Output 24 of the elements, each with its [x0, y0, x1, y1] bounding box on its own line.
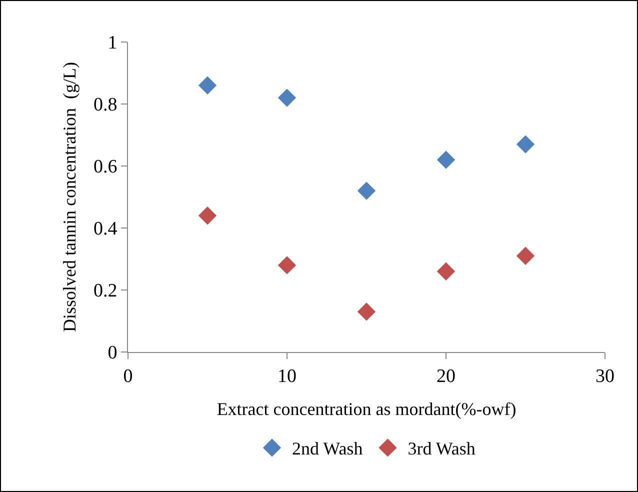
- y-tick-label: 0.6: [93, 156, 118, 178]
- x-tick-label: 30: [596, 366, 614, 387]
- point: [516, 246, 535, 265]
- point: [198, 206, 217, 225]
- y-tick-label: 0: [108, 342, 118, 364]
- x-tick-label: 10: [278, 366, 296, 387]
- y-axis-title: Dissolved tannin concentration (g/L): [60, 62, 80, 332]
- y-tick-label: 0.4: [93, 218, 118, 240]
- point: [357, 182, 376, 200]
- point: [357, 302, 376, 321]
- y-tick-label: 0.2: [93, 280, 118, 302]
- point: [278, 88, 296, 107]
- point: [278, 256, 296, 274]
- x-tick-label: 0: [123, 366, 133, 387]
- point: [436, 262, 456, 280]
- legend-label: 2nd Wash: [292, 438, 363, 459]
- point: [198, 76, 217, 94]
- point: [436, 150, 456, 169]
- legend-label: 3rd Wash: [408, 438, 476, 459]
- point: [516, 135, 535, 154]
- y-tick-label: 1: [108, 32, 118, 54]
- x-axis-title: Extract concentration as mordant(%-owf): [216, 398, 516, 419]
- x-tick-label: 20: [436, 366, 456, 387]
- y-tick-label: 0.8: [93, 94, 118, 116]
